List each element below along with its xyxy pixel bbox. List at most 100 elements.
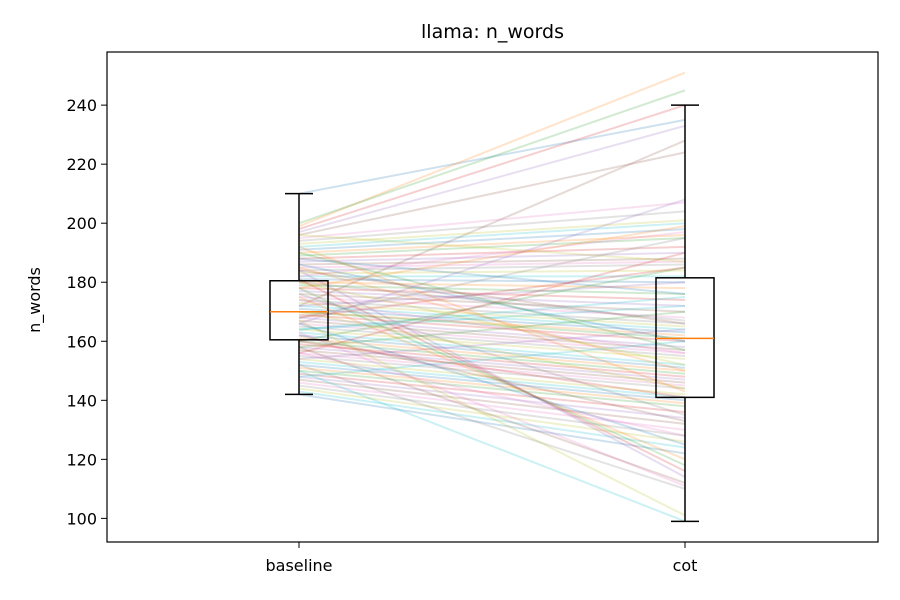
- pair-line: [298, 263, 686, 272]
- pair-line: [298, 139, 686, 307]
- x-tick-label-baseline: baseline: [265, 556, 332, 575]
- pair-line: [298, 369, 686, 523]
- pair-line: [298, 260, 686, 269]
- pair-line: [298, 281, 686, 366]
- y-tick-label: 160: [66, 332, 97, 351]
- pair-line: [298, 278, 686, 284]
- pair-line: [298, 71, 686, 228]
- pair-line: [298, 352, 686, 437]
- pair-line: [298, 298, 686, 325]
- pair-line: [298, 378, 686, 425]
- pair-line: [298, 281, 686, 322]
- y-tick-label: 120: [66, 450, 97, 469]
- pair-line: [298, 304, 686, 331]
- pair-line: [298, 251, 686, 355]
- pair-line: [298, 346, 686, 381]
- paired-lines: [298, 71, 686, 523]
- pair-line: [298, 340, 686, 399]
- pair-line: [298, 198, 686, 325]
- plot-frame: [106, 51, 879, 543]
- pair-line: [298, 281, 686, 307]
- pair-line: [298, 337, 686, 372]
- pair-line: [298, 334, 686, 422]
- pair-line: [298, 251, 686, 263]
- y-axis: 100 120 140 160 180 200 220 240: [66, 96, 107, 528]
- pair-line: [298, 257, 686, 266]
- y-tick-label: 140: [66, 391, 97, 410]
- pair-line: [298, 236, 686, 319]
- pair-line: [298, 266, 686, 343]
- pair-line: [298, 118, 686, 195]
- pair-line: [298, 301, 686, 328]
- pair-line: [298, 269, 686, 275]
- pair-line: [298, 331, 686, 366]
- pair-line: [298, 245, 686, 260]
- pair-line: [298, 393, 686, 455]
- pair-line: [298, 219, 686, 245]
- pair-line: [298, 372, 686, 414]
- y-tick-label: 220: [66, 155, 97, 174]
- pair-line: [298, 266, 686, 319]
- pair-line: [298, 349, 686, 384]
- pair-line: [298, 310, 686, 340]
- pair-line: [298, 325, 686, 358]
- pair-line: [298, 343, 686, 378]
- pair-line: [298, 231, 686, 278]
- pair-line: [298, 357, 686, 396]
- pair-line: [298, 293, 686, 313]
- pair-line: [298, 151, 686, 236]
- pair-line: [298, 316, 686, 349]
- pair-line: [298, 210, 686, 242]
- x-axis: baseline cot: [265, 542, 697, 575]
- pair-line: [298, 296, 686, 461]
- pair-line: [298, 281, 686, 290]
- pair-line: [298, 319, 686, 517]
- pair-line: [298, 236, 686, 257]
- pair-line: [298, 313, 686, 343]
- pair-line: [298, 360, 686, 399]
- pair-line: [298, 245, 686, 393]
- pair-line: [298, 263, 686, 343]
- pair-line: [298, 287, 686, 467]
- pair-line: [298, 366, 686, 405]
- pair-line: [298, 287, 686, 301]
- pair-line: [298, 334, 686, 369]
- pair-line: [298, 228, 686, 251]
- x-tick-label-cot: cot: [673, 556, 698, 575]
- boxplots: [269, 104, 715, 523]
- pair-line: [298, 387, 686, 443]
- pair-line: [298, 340, 686, 378]
- pair-line: [298, 328, 686, 360]
- y-tick-label: 100: [66, 509, 97, 528]
- pair-line: [298, 266, 686, 372]
- pair-line: [298, 363, 686, 490]
- y-tick-label: 200: [66, 214, 97, 233]
- pair-line: [298, 369, 686, 408]
- y-tick-label: 240: [66, 96, 97, 115]
- pair-line: [298, 234, 686, 254]
- pair-line: [298, 384, 686, 437]
- pair-line: [298, 296, 686, 331]
- pair-line: [298, 355, 686, 390]
- pair-line: [298, 304, 686, 331]
- pair-line: [298, 290, 686, 307]
- pair-line: [298, 234, 686, 263]
- pair-line: [298, 201, 686, 239]
- pair-line: [298, 363, 686, 402]
- pair-line: [298, 298, 686, 355]
- pair-line: [298, 328, 686, 360]
- pair-line: [298, 340, 686, 375]
- pair-line: [298, 251, 686, 352]
- pair-line: [298, 375, 686, 420]
- pair-line: [298, 278, 686, 473]
- pair-line: [298, 310, 686, 349]
- pair-line: [298, 310, 686, 337]
- pair-line: [298, 269, 686, 325]
- pair-line: [298, 222, 686, 248]
- pair-line: [298, 257, 686, 296]
- y-tick-label: 180: [66, 273, 97, 292]
- pair-line: [298, 322, 686, 446]
- pair-line: [298, 124, 686, 234]
